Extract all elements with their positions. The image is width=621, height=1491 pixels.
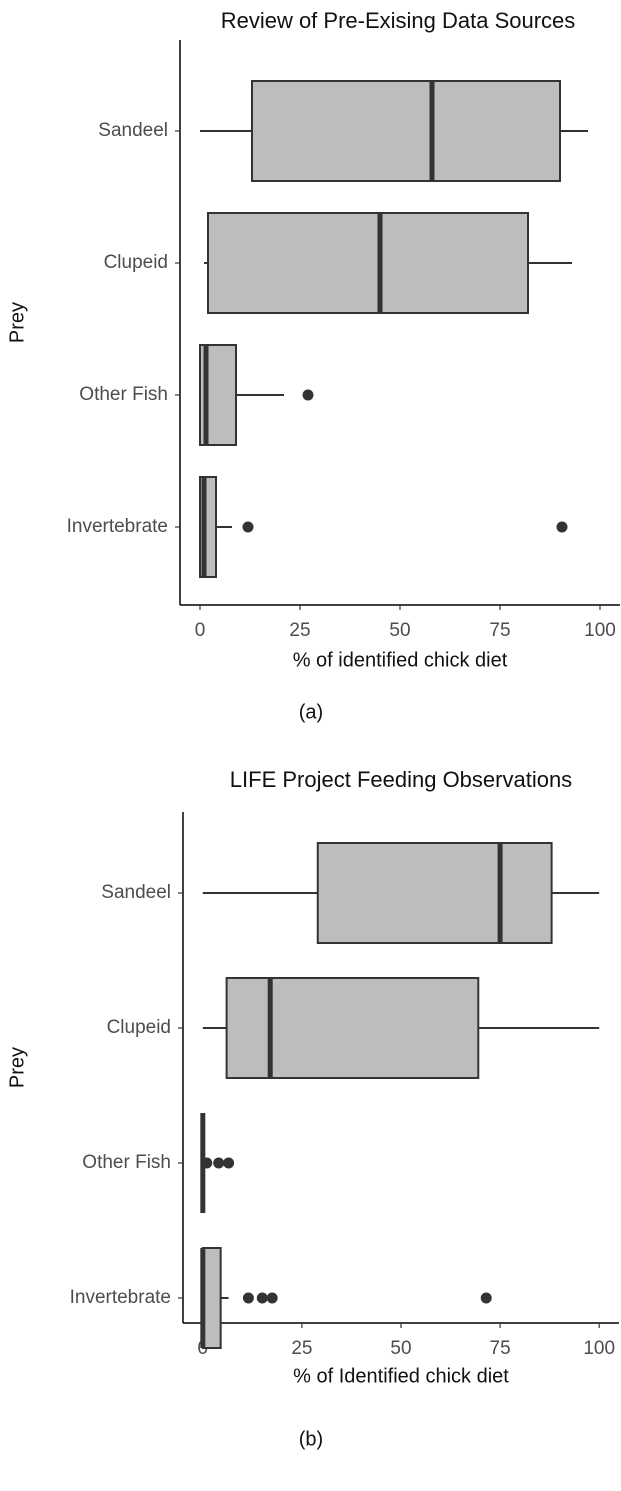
- caption: (b): [299, 1428, 323, 1450]
- outlier: [256, 1292, 268, 1304]
- box: [251, 80, 561, 182]
- x-tick-label: 25: [289, 620, 310, 641]
- box: [225, 977, 480, 1079]
- x-tick-label: 100: [584, 620, 616, 641]
- y-tick-label: Invertebrate: [70, 1287, 171, 1308]
- y-tick-label: Sandeel: [101, 882, 171, 903]
- box: [207, 212, 529, 314]
- x-tick-label: 100: [583, 1338, 615, 1359]
- y-axis-label: Prey: [6, 302, 28, 343]
- y-tick-label: Invertebrate: [67, 516, 168, 537]
- y-tick-label: Clupeid: [104, 252, 168, 273]
- outlier: [266, 1292, 278, 1304]
- box: [316, 842, 553, 944]
- y-axis-label: Prey: [6, 1047, 28, 1088]
- y-tick-label: Clupeid: [107, 1017, 171, 1038]
- chart-title: LIFE Project Feeding Observations: [230, 767, 572, 792]
- x-axis-label: % of Identified chick diet: [293, 1365, 509, 1387]
- outlier: [302, 389, 314, 401]
- x-tick-label: 75: [489, 620, 510, 641]
- x-tick-label: 50: [390, 1338, 411, 1359]
- outlier: [242, 521, 254, 533]
- x-tick-label: 0: [195, 620, 206, 641]
- outlier: [242, 1292, 254, 1304]
- y-tick-label: Other Fish: [82, 1152, 171, 1173]
- caption: (a): [299, 701, 323, 723]
- x-axis-label: % of identified chick diet: [293, 649, 508, 671]
- y-tick-label: Other Fish: [79, 384, 168, 405]
- outlier: [480, 1292, 492, 1304]
- y-tick-label: Sandeel: [98, 120, 168, 141]
- x-tick-label: 75: [490, 1338, 511, 1359]
- outlier: [223, 1157, 235, 1169]
- outlier: [201, 1157, 213, 1169]
- x-tick-label: 50: [389, 620, 410, 641]
- outlier: [213, 1157, 225, 1169]
- chart-title: Review of Pre-Exising Data Sources: [221, 8, 576, 33]
- outlier: [556, 521, 568, 533]
- box: [201, 1247, 222, 1349]
- x-tick-label: 25: [291, 1338, 312, 1359]
